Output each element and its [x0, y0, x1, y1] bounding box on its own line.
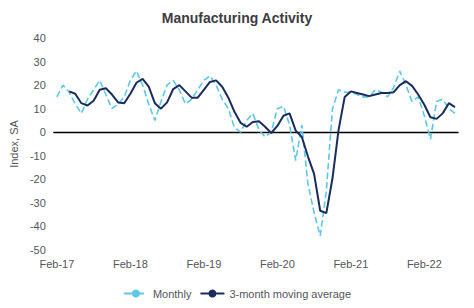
svg-text:Feb-20: Feb-20 [260, 258, 295, 270]
svg-text:Feb-19: Feb-19 [186, 258, 221, 270]
svg-text:3-month moving average: 3-month moving average [229, 288, 351, 300]
svg-text:-10: -10 [30, 150, 46, 162]
svg-text:Feb-17: Feb-17 [39, 258, 74, 270]
svg-text:40: 40 [34, 32, 46, 44]
svg-text:Index, SA: Index, SA [8, 119, 20, 167]
svg-text:30: 30 [34, 56, 46, 68]
svg-text:Monthly: Monthly [153, 288, 192, 300]
svg-text:20: 20 [34, 79, 46, 91]
svg-text:-30: -30 [30, 197, 46, 209]
svg-text:-50: -50 [30, 244, 46, 256]
svg-text:Feb-21: Feb-21 [333, 258, 368, 270]
svg-text:-40: -40 [30, 220, 46, 232]
svg-text:Feb-22: Feb-22 [407, 258, 442, 270]
svg-text:Feb-18: Feb-18 [113, 258, 148, 270]
svg-text:0: 0 [40, 126, 46, 138]
svg-text:Manufacturing Activity: Manufacturing Activity [162, 10, 313, 26]
svg-text:10: 10 [34, 103, 46, 115]
svg-text:-20: -20 [30, 173, 46, 185]
